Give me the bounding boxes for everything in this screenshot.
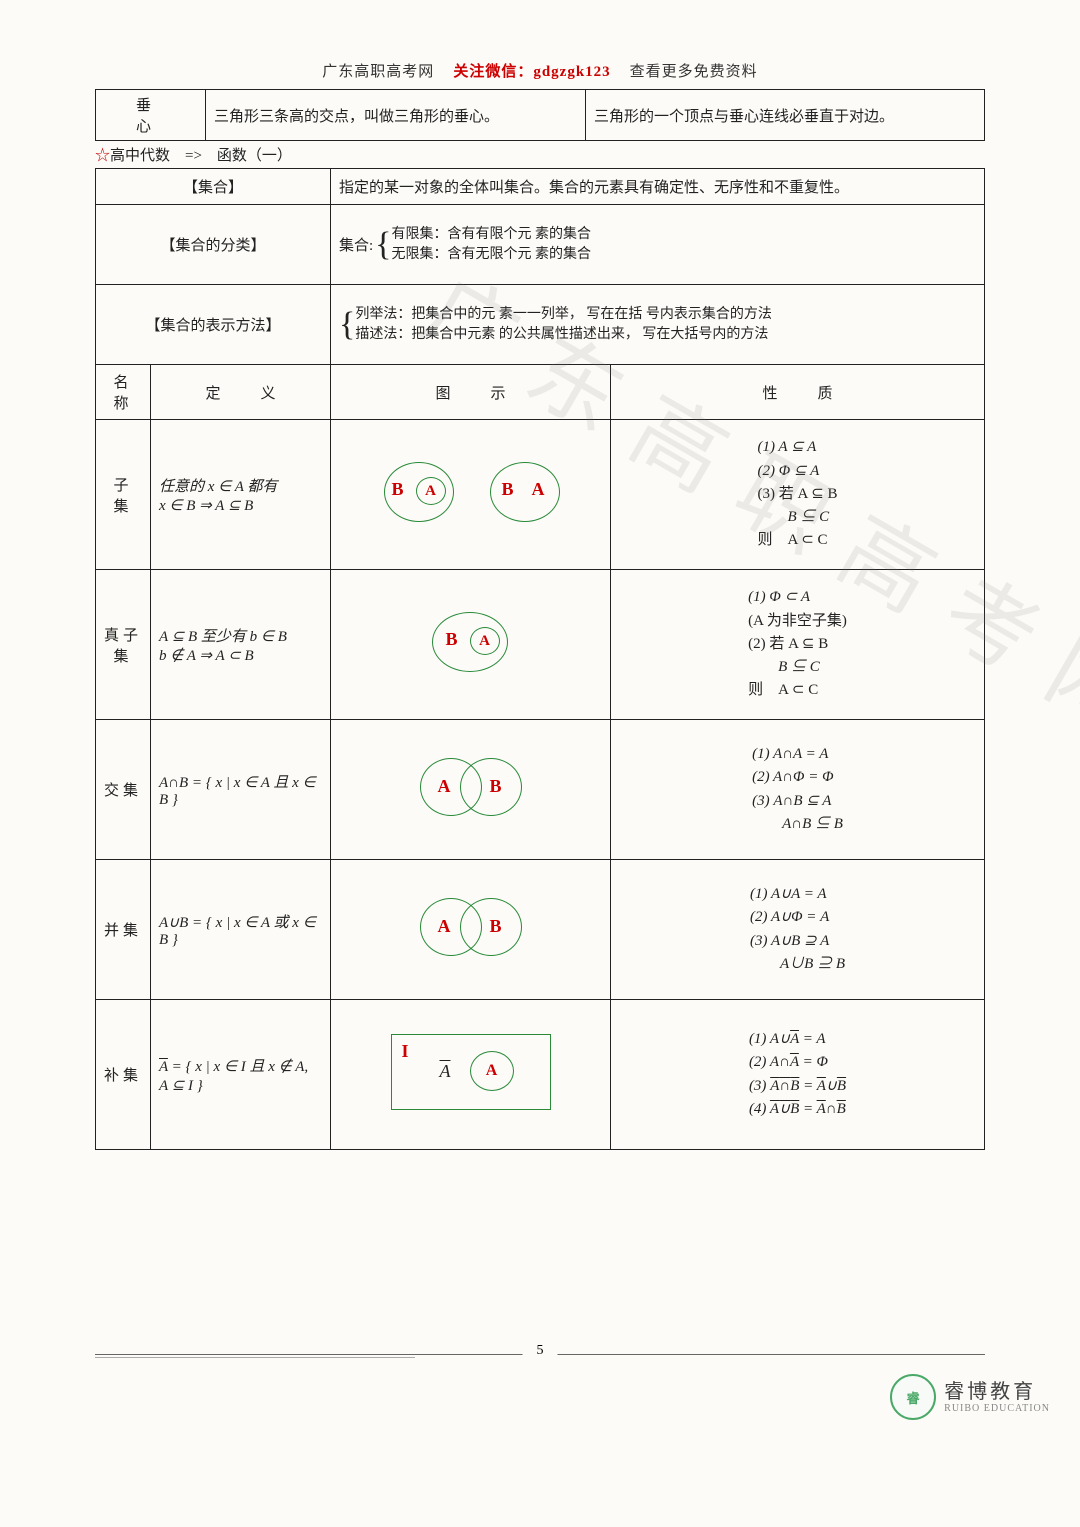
row-props: (1) A∪A = A (2) A∩A = Φ (3) A∩B = A∪B (4… bbox=[611, 1000, 985, 1150]
row-name: 补集 bbox=[96, 1000, 151, 1150]
th-name: 名 称 bbox=[96, 365, 151, 420]
footer-divider: 5 bbox=[95, 1354, 985, 1355]
table-row: 【集合的表示方法】 { 列举法：把集合中的元 素一一列举， 写在在括 号内表示集… bbox=[96, 285, 985, 365]
top-c1: 垂 心 bbox=[96, 90, 206, 141]
row-name: 子 集 bbox=[96, 420, 151, 570]
row-diagram: A B bbox=[331, 720, 611, 860]
main-table: 【集合】 指定的某一对象的全体叫集合。集合的元素具有确定性、无序性和不重复性。 … bbox=[95, 168, 985, 1150]
table-row: 垂 心 三角形三条高的交点，叫做三角形的垂心。 三角形的一个顶点与垂心连线必垂直… bbox=[96, 90, 985, 141]
row-def: A∪B = { x | x ∈ A 或 x ∈ B } bbox=[151, 860, 331, 1000]
set-label: 【集合】 bbox=[96, 169, 331, 205]
table-row: 交集 A∩B = { x | x ∈ A 且 x ∈ B } A B (1) A… bbox=[96, 720, 985, 860]
row-name: 交集 bbox=[96, 720, 151, 860]
header-mid-value: gdgzgk123 bbox=[533, 64, 610, 80]
top-table: 垂 心 三角形三条高的交点，叫做三角形的垂心。 三角形的一个顶点与垂心连线必垂直… bbox=[95, 89, 985, 141]
th-diagram: 图示 bbox=[331, 365, 611, 420]
header-left: 广东高职高考网 bbox=[322, 64, 434, 80]
row-props: (1) A∩A = A (2) A∩Φ = Φ (3) A∩B ⊆ A A∩B … bbox=[611, 720, 985, 860]
table-row: 【集合的分类】 集合: { 有限集：含有有限个元 素的集合 无限集：含有无限个元… bbox=[96, 205, 985, 285]
document-page: 广东高职高考网 广东高职高考网 关注微信：gdgzgk123 查看更多免费资料 … bbox=[0, 0, 1080, 1438]
page-number: 5 bbox=[523, 1343, 558, 1359]
class-label: 【集合的分类】 bbox=[96, 205, 331, 285]
th-def: 定义 bbox=[151, 365, 331, 420]
table-row: 名 称 定义 图示 性质 bbox=[96, 365, 985, 420]
row-def: A∩B = { x | x ∈ A 且 x ∈ B } bbox=[151, 720, 331, 860]
row-props: (1) A ⊆ A (2) Φ ⊆ A (3) 若 A ⊆ B B ⊆ C 则 … bbox=[611, 420, 985, 570]
class-l1: 有限集：含有有限个元 素的集合 bbox=[392, 227, 592, 242]
page-header: 广东高职高考网 关注微信：gdgzgk123 查看更多免费资料 bbox=[95, 60, 985, 81]
brand-logo-icon: 睿 bbox=[890, 1374, 936, 1420]
brand-name-cn: 睿博教育 bbox=[944, 1381, 1050, 1403]
top-c3: 三角形的一个顶点与垂心连线必垂直于对边。 bbox=[586, 90, 985, 141]
class-desc: 集合: { 有限集：含有有限个元 素的集合 无限集：含有无限个元 素的集合 bbox=[331, 205, 985, 285]
row-def: A = { x | x ∈ I 且 x ∉ A, A ⊆ I } bbox=[151, 1000, 331, 1150]
row-diagram: A B bbox=[331, 860, 611, 1000]
row-props: (1) A∪A = A (2) A∪Φ = A (3) A∪B ⊇ A A∪B … bbox=[611, 860, 985, 1000]
set-desc: 指定的某一对象的全体叫集合。集合的元素具有确定性、无序性和不重复性。 bbox=[331, 169, 985, 205]
repr-l1: 列举法：把集合中的元 素一一列举， 写在在括 号内表示集合的方法 bbox=[355, 307, 772, 322]
table-row: 【集合】 指定的某一对象的全体叫集合。集合的元素具有确定性、无序性和不重复性。 bbox=[96, 169, 985, 205]
row-diagram: I A A bbox=[331, 1000, 611, 1150]
brand-badge: 睿 睿博教育 RUIBO EDUCATION bbox=[890, 1374, 1050, 1420]
repr-desc: { 列举法：把集合中的元 素一一列举， 写在在括 号内表示集合的方法 描述法：把… bbox=[331, 285, 985, 365]
top-c2: 三角形三条高的交点，叫做三角形的垂心。 bbox=[206, 90, 586, 141]
brand-name-en: RUIBO EDUCATION bbox=[944, 1403, 1050, 1414]
row-name: 真子集 bbox=[96, 570, 151, 720]
row-def: A ⊆ B 至少有 b ∈ B b ∉ A ⇒ A ⊂ B bbox=[151, 570, 331, 720]
class-prefix: 集合: bbox=[339, 234, 373, 255]
table-row: 补集 A = { x | x ∈ I 且 x ∉ A, A ⊆ I } I A … bbox=[96, 1000, 985, 1150]
header-mid-label: 关注微信： bbox=[453, 64, 533, 80]
table-row: 子 集 任意的 x ∈ A 都有 x ∈ B ⇒ A ⊆ B B A B A bbox=[96, 420, 985, 570]
class-l2: 无限集：含有无限个元 素的集合 bbox=[392, 247, 592, 262]
section-heading: ☆☆高中代数 => 函数（一）高中代数 => 函数（一） bbox=[95, 141, 985, 168]
row-diagram: B A B A bbox=[331, 420, 611, 570]
header-right: 查看更多免费资料 bbox=[630, 64, 758, 80]
row-name: 并集 bbox=[96, 860, 151, 1000]
table-row: 并集 A∪B = { x | x ∈ A 或 x ∈ B } A B (1) A… bbox=[96, 860, 985, 1000]
repr-l2: 描述法：把集合中元素 的公共属性描述出来， 写在大括号内的方法 bbox=[355, 327, 768, 342]
row-def: 任意的 x ∈ A 都有 x ∈ B ⇒ A ⊆ B bbox=[151, 420, 331, 570]
repr-label: 【集合的表示方法】 bbox=[96, 285, 331, 365]
row-diagram: B A bbox=[331, 570, 611, 720]
row-props: (1) Φ ⊂ A (A 为非空子集) (2) 若 A ⊆ B B ⊆ C 则 … bbox=[611, 570, 985, 720]
table-row: 真子集 A ⊆ B 至少有 b ∈ B b ∉ A ⇒ A ⊂ B B A (1… bbox=[96, 570, 985, 720]
th-prop: 性质 bbox=[611, 365, 985, 420]
